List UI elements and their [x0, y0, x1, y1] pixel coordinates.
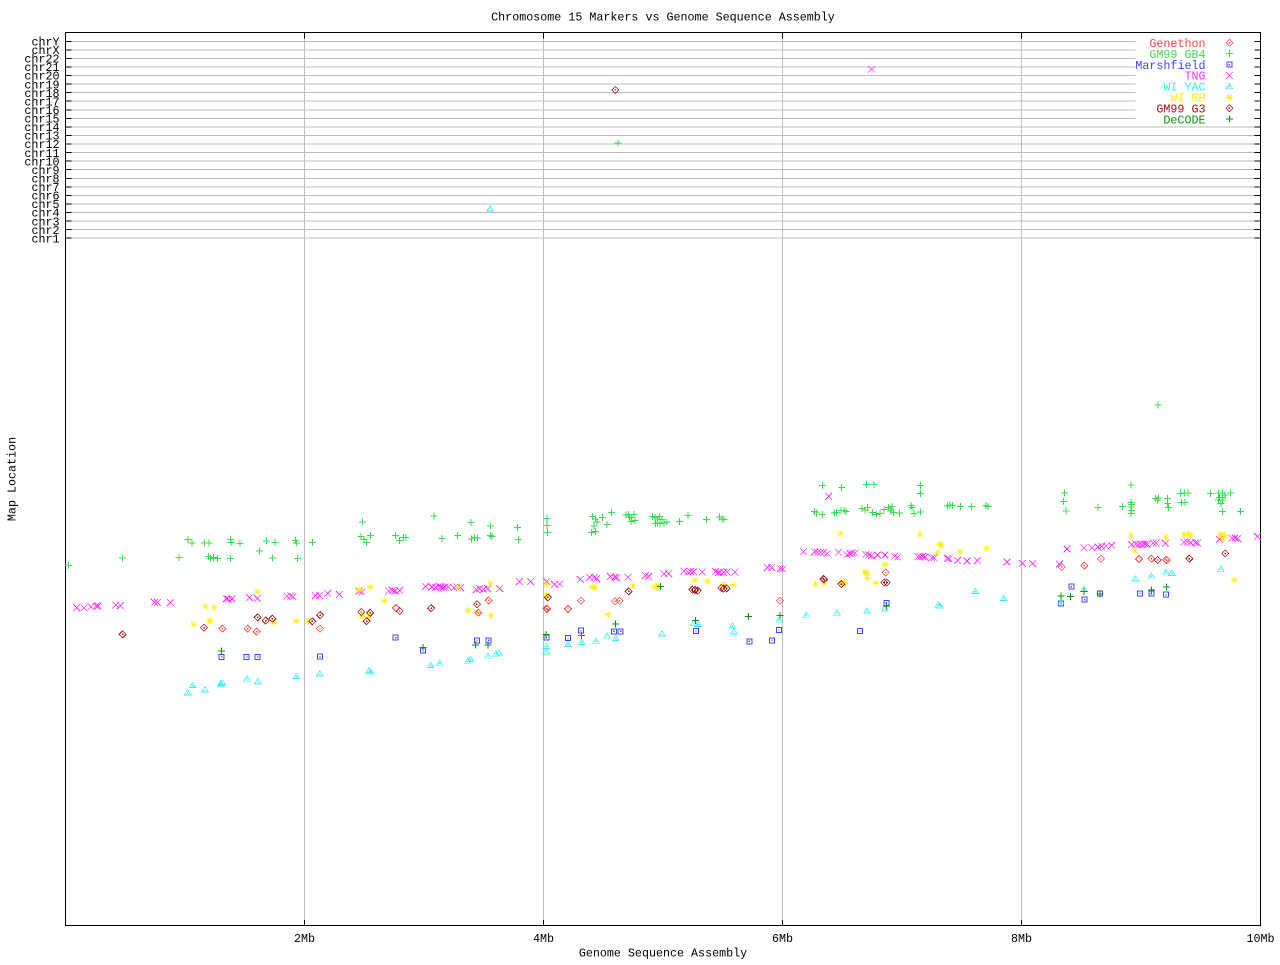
svg-text:chr3: chr3	[31, 215, 59, 229]
svg-text:chr7: chr7	[31, 181, 59, 195]
svg-text:chr20: chr20	[24, 70, 59, 84]
svg-text:Marshfield: Marshfield	[1135, 59, 1205, 73]
svg-text:chr4: chr4	[31, 207, 59, 221]
svg-text:GM99 GB4: GM99 GB4	[1149, 48, 1205, 62]
svg-text:chrY: chrY	[31, 36, 59, 50]
svg-text:chr14: chr14	[24, 121, 59, 135]
svg-text:chr21: chr21	[24, 61, 59, 75]
svg-text:chr19: chr19	[24, 78, 59, 92]
svg-text:6Mb: 6Mb	[772, 932, 793, 946]
svg-text:chr1: chr1	[31, 232, 59, 246]
svg-text:chr9: chr9	[31, 164, 59, 178]
svg-text:chr5: chr5	[31, 198, 59, 212]
svg-text:chr11: chr11	[24, 147, 59, 161]
svg-text:chr13: chr13	[24, 130, 59, 144]
svg-text:chr6: chr6	[31, 190, 59, 204]
svg-text:8Mb: 8Mb	[1011, 932, 1032, 946]
svg-text:chrX: chrX	[31, 44, 59, 58]
svg-text:chr22: chr22	[24, 53, 59, 67]
svg-text:Genethon: Genethon	[1149, 37, 1205, 51]
svg-text:chr18: chr18	[24, 87, 59, 101]
svg-text:WI YAC: WI YAC	[1163, 81, 1205, 95]
svg-text:4Mb: 4Mb	[533, 932, 554, 946]
svg-text:10Mb: 10Mb	[1246, 932, 1274, 946]
svg-text:chr16: chr16	[24, 104, 59, 118]
svg-text:DeCODE: DeCODE	[1163, 113, 1205, 127]
svg-text:chr10: chr10	[24, 155, 59, 169]
svg-text:2Mb: 2Mb	[294, 932, 315, 946]
svg-text:chr17: chr17	[24, 95, 59, 109]
svg-text:chr8: chr8	[31, 173, 59, 187]
svg-text:chr15: chr15	[24, 113, 59, 127]
svg-text:Chromosome 15 Markers vs Genom: Chromosome 15 Markers vs Genome Sequence…	[491, 10, 835, 24]
svg-text:WI RH: WI RH	[1170, 92, 1205, 106]
svg-text:Map Location: Map Location	[6, 437, 20, 521]
svg-text:TNG: TNG	[1184, 70, 1205, 84]
svg-text:GM99 G3: GM99 G3	[1156, 103, 1205, 117]
svg-text:chr2: chr2	[31, 224, 59, 238]
svg-text:chr12: chr12	[24, 138, 59, 152]
svg-text:Genome Sequence Assembly: Genome Sequence Assembly	[579, 947, 747, 961]
